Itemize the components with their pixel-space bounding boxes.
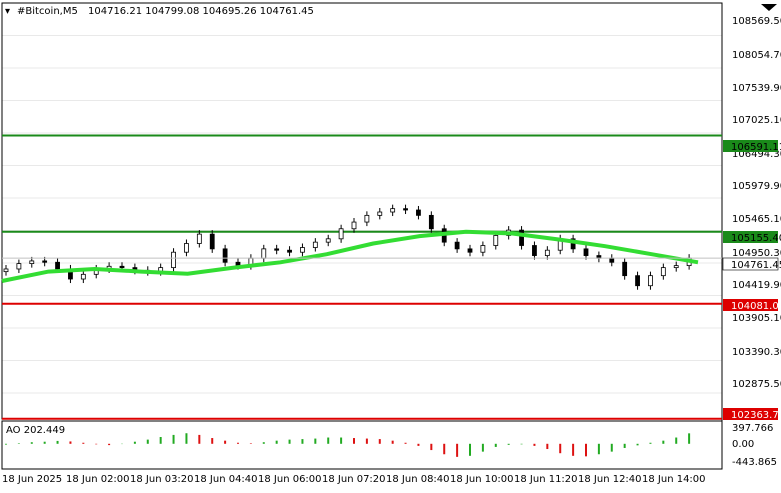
candle-body — [673, 265, 679, 269]
candlestick-series — [3, 204, 692, 290]
candle-body — [325, 238, 331, 243]
time-tick: 18 Jun 07:20 — [322, 474, 386, 485]
time-tick: 18 Jun 08:40 — [386, 474, 450, 485]
level-label: 102363.75 — [731, 410, 781, 421]
time-tick: 18 Jun 03:20 — [130, 474, 194, 485]
price-tick: 108054.70 — [732, 50, 781, 61]
time-tick: 18 Jun 2025 — [2, 474, 62, 485]
level-label-bg — [723, 140, 778, 152]
candle-body — [660, 267, 666, 277]
time-tick: 18 Jun 12:40 — [578, 474, 642, 485]
price-tick: 104950.30 — [732, 248, 781, 259]
price-tick: 105979.90 — [732, 181, 781, 192]
price-tick: 107025.10 — [732, 115, 781, 126]
candle-body — [261, 248, 267, 259]
level-label: 105155.40 — [731, 233, 781, 244]
candle-body — [532, 245, 537, 256]
candle-body — [119, 265, 125, 269]
time-tick: 18 Jun 14:00 — [642, 474, 706, 485]
candle-body — [300, 247, 305, 253]
candle-body — [312, 241, 318, 248]
price-tick: 103390.30 — [732, 347, 781, 358]
candle-body — [583, 248, 589, 256]
price-axis[interactable]: 108569.50 108054.70 107539.90 107025.10 … — [732, 16, 781, 390]
time-tick: 18 Jun 02:00 — [66, 474, 130, 485]
price-tick: 108569.50 — [732, 16, 781, 27]
candle-body — [42, 260, 48, 263]
candle-body — [390, 208, 396, 213]
candle-body — [171, 251, 176, 269]
candle-body — [467, 248, 473, 253]
candle-body — [184, 243, 189, 253]
level-label: 104081.03 — [731, 301, 781, 312]
current-price-label: 104761.45 — [731, 260, 781, 271]
candle-body — [80, 273, 86, 280]
ao-histogram — [5, 433, 691, 457]
candle-body — [454, 241, 460, 250]
symbol-dropdown-icon[interactable]: ▾ — [5, 6, 10, 17]
candle-body — [29, 260, 35, 265]
candle-body — [222, 248, 228, 263]
time-tick: 18 Jun 04:40 — [194, 474, 258, 485]
candle-body — [338, 228, 344, 240]
ohlc-readout: 104716.21 104799.08 104695.26 104761.45 — [88, 6, 314, 17]
ao-tick: 397.766 — [732, 423, 773, 434]
candle-body — [544, 249, 550, 256]
level-label-bg — [723, 408, 778, 420]
candle-body — [377, 211, 383, 216]
price-tick: 103905.10 — [732, 313, 781, 324]
price-levels[interactable] — [2, 134, 722, 420]
candle-body — [403, 208, 408, 211]
candle-body — [364, 214, 370, 223]
level-label: 106591.11 — [731, 142, 781, 153]
oscillator-title: AO 202.449 — [6, 425, 65, 436]
time-tick: 18 Jun 06:00 — [258, 474, 322, 485]
level-label-bg — [723, 299, 778, 311]
grid-lines — [2, 2, 722, 394]
candle-body — [493, 235, 499, 246]
candle-body — [196, 233, 202, 244]
candle-body — [209, 233, 215, 250]
candle-body — [287, 249, 292, 253]
candle-body — [16, 263, 22, 270]
candle-body — [519, 229, 524, 246]
scroll-arrow-icon[interactable] — [761, 4, 777, 11]
candle-body — [648, 275, 653, 287]
current-price-label-bg — [722, 257, 779, 271]
price-tick: 107539.90 — [732, 83, 781, 94]
time-tick: 18 Jun 11:20 — [514, 474, 578, 485]
price-tick: 104419.90 — [732, 280, 781, 291]
time-axis[interactable]: 18 Jun 2025 18 Jun 02:00 18 Jun 03:20 18… — [2, 474, 706, 485]
time-tick: 18 Jun 10:00 — [450, 474, 514, 485]
candle-body — [428, 214, 434, 230]
chart-symbol: #Bitcoin,M5 — [17, 6, 78, 17]
price-tick: 105465.10 — [732, 214, 781, 225]
price-plot-frame — [1, 2, 723, 420]
candle-body — [351, 221, 357, 230]
ao-tick: 0.00 — [732, 439, 754, 450]
ao-tick: -443.865 — [732, 457, 777, 468]
moving-average-line — [1, 229, 699, 283]
candle-body — [609, 257, 615, 263]
level-label-bg — [723, 231, 778, 243]
candle-body — [55, 261, 60, 270]
candle-body — [480, 245, 486, 253]
price-tick: 102875.50 — [732, 379, 781, 390]
candle-body — [622, 261, 628, 277]
candle-body — [274, 248, 280, 251]
price-tick: 106494.30 — [732, 149, 781, 160]
candle-body — [635, 275, 640, 287]
candle-body — [416, 209, 421, 216]
candle-body — [3, 268, 9, 273]
